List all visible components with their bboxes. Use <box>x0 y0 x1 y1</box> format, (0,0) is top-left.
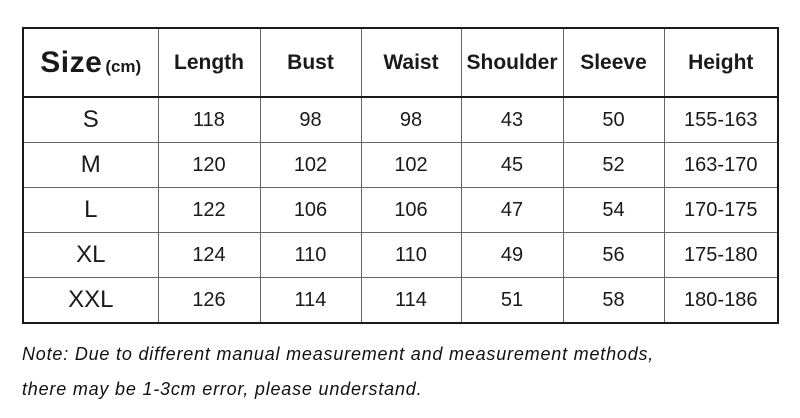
cell-sleeve: 56 <box>562 232 665 278</box>
cell-length: 126 <box>157 277 261 324</box>
note-line-1: Note: Due to different manual measuremen… <box>22 344 655 364</box>
header-cell-waist: Waist <box>360 27 462 98</box>
table-row-xl: XL 124 110 110 49 56 175-180 <box>22 232 779 278</box>
cell-size: XL <box>22 232 159 278</box>
cell-size: XXL <box>22 277 159 324</box>
header-cell-shoulder: Shoulder <box>460 27 564 98</box>
header-cell-size: Size (cm) <box>22 27 159 98</box>
cell-bust: 98 <box>259 96 362 143</box>
cell-sleeve: 52 <box>562 142 665 188</box>
note-line-2: there may be 1-3cm error, please underst… <box>22 379 423 399</box>
cell-height: 163-170 <box>663 142 779 188</box>
cell-bust: 114 <box>259 277 362 324</box>
cell-shoulder: 49 <box>460 232 564 278</box>
cell-bust: 102 <box>259 142 362 188</box>
table-row-m: M 120 102 102 45 52 163-170 <box>22 142 779 188</box>
size-label: Size <box>40 45 103 79</box>
cell-height: 175-180 <box>663 232 779 278</box>
size-unit-label: (cm) <box>105 56 142 76</box>
header-row: Size (cm) Length Bust Waist Shoulder Slee… <box>22 27 779 98</box>
cell-shoulder: 51 <box>460 277 564 324</box>
cell-shoulder: 47 <box>460 187 564 233</box>
header-cell-length: Length <box>157 27 261 98</box>
cell-length: 124 <box>157 232 261 278</box>
cell-waist: 114 <box>360 277 462 324</box>
cell-waist: 98 <box>360 96 462 143</box>
cell-size: L <box>22 187 159 233</box>
cell-bust: 110 <box>259 232 362 278</box>
size-chart-table: Size (cm) Length Bust Waist Shoulder Slee… <box>22 27 779 324</box>
table-row-s: S 118 98 98 43 50 155-163 <box>22 96 779 143</box>
table-row-l: L 122 106 106 47 54 170-175 <box>22 187 779 233</box>
cell-waist: 102 <box>360 142 462 188</box>
cell-height: 180-186 <box>663 277 779 324</box>
cell-sleeve: 58 <box>562 277 665 324</box>
cell-shoulder: 43 <box>460 96 564 143</box>
cell-length: 122 <box>157 187 261 233</box>
header-cell-sleeve: Sleeve <box>562 27 665 98</box>
cell-height: 155-163 <box>663 96 779 143</box>
cell-height: 170-175 <box>663 187 779 233</box>
cell-length: 120 <box>157 142 261 188</box>
cell-length: 118 <box>157 96 261 143</box>
header-cell-height: Height <box>663 27 779 98</box>
header-cell-bust: Bust <box>259 27 362 98</box>
cell-sleeve: 50 <box>562 96 665 143</box>
cell-waist: 110 <box>360 232 462 278</box>
cell-shoulder: 45 <box>460 142 564 188</box>
measurement-note: Note: Due to different manual measuremen… <box>22 337 654 407</box>
cell-size: S <box>22 96 159 143</box>
table-row-xxl: XXL 126 114 114 51 58 180-186 <box>22 277 779 324</box>
cell-bust: 106 <box>259 187 362 233</box>
cell-size: M <box>22 142 159 188</box>
size-chart-container: Size (cm) Length Bust Waist Shoulder Slee… <box>22 27 779 324</box>
cell-waist: 106 <box>360 187 462 233</box>
cell-sleeve: 54 <box>562 187 665 233</box>
